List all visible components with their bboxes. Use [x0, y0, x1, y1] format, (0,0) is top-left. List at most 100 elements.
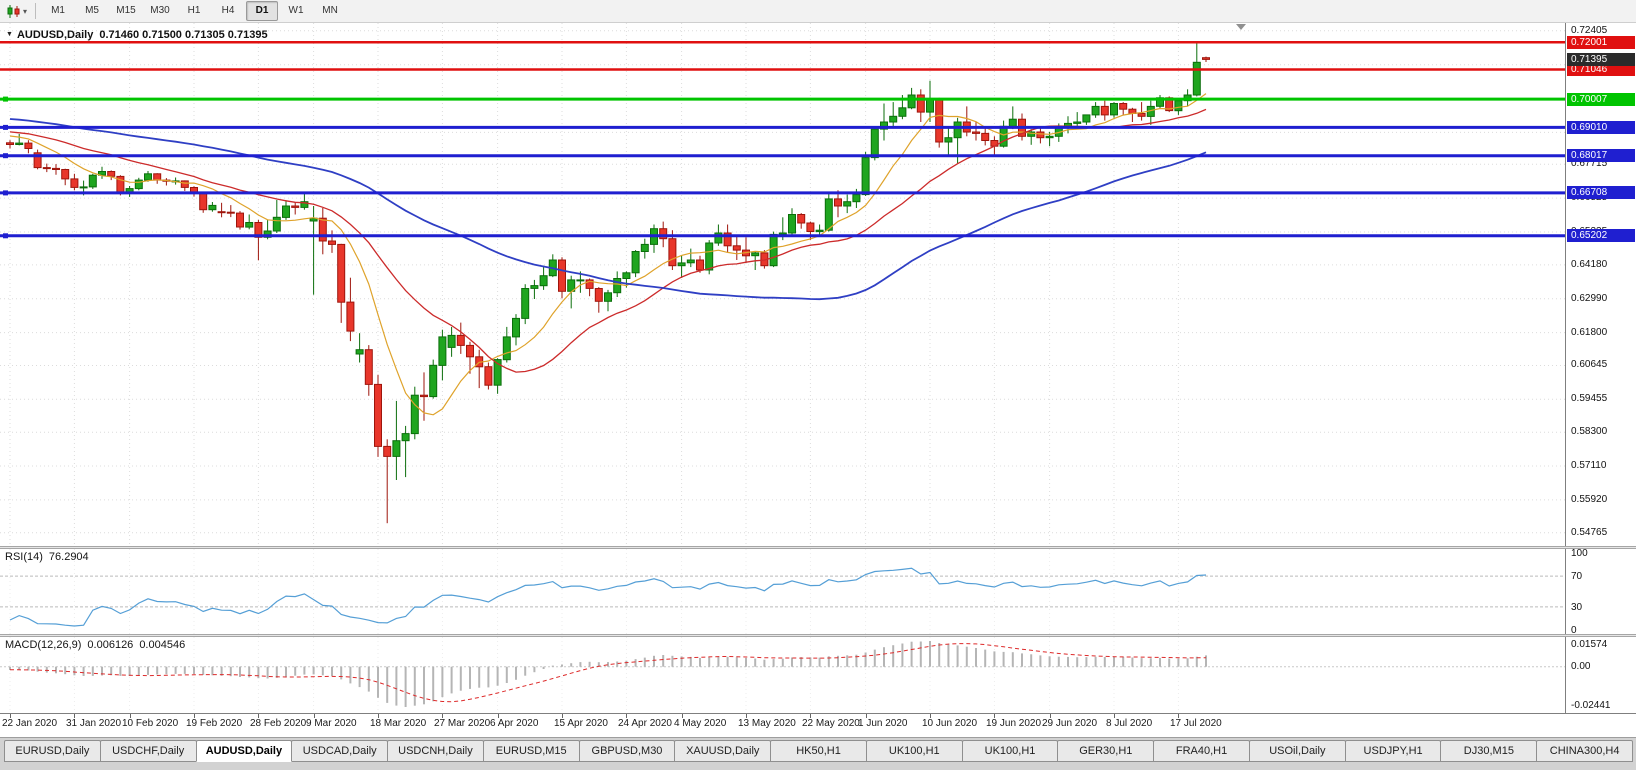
- timeframe-button-m1[interactable]: M1: [51, 5, 65, 16]
- candle-body: [374, 383, 382, 447]
- timeframe-button-h1[interactable]: H1: [187, 5, 201, 16]
- dropdown-caret-icon: ▾: [23, 6, 28, 16]
- time-tick-mark: [314, 714, 315, 718]
- candle-body: [282, 205, 290, 218]
- timeframe-button-mn[interactable]: MN: [322, 5, 338, 16]
- timeframe-button-h4[interactable]: H4: [221, 5, 235, 16]
- price-level-badge[interactable]: 0.65202: [1567, 229, 1635, 242]
- panel-separator[interactable]: [0, 634, 1636, 637]
- candle-body: [24, 142, 33, 149]
- candle-body: [1073, 121, 1082, 124]
- candle-body: [245, 222, 254, 228]
- ohlc-values-label: 0.71460 0.71500 0.71305 0.71395: [99, 29, 268, 41]
- candle-body: [512, 317, 520, 338]
- timeframes-group: M1 M5 M15 M30 H1 H4 D1 W1 MN: [41, 1, 347, 21]
- candle-body: [613, 278, 622, 294]
- price-tick-label: 0.58300: [1571, 426, 1608, 437]
- chart-tab-ger30-h1[interactable]: GER30,H1: [1057, 740, 1155, 762]
- chart-tab-usoil-daily[interactable]: USOil,Daily: [1248, 740, 1346, 762]
- rsi-axis[interactable]: 100 70 30 0: [1565, 548, 1636, 636]
- ma-mid-line: [9, 108, 1207, 373]
- time-tick-mark: [994, 714, 995, 718]
- macd-name: MACD(12,26,9): [5, 639, 82, 651]
- candle-body: [880, 121, 888, 130]
- price-level-badge[interactable]: 0.72001: [1567, 36, 1635, 49]
- candle-body: [364, 349, 373, 385]
- chart-tab-uk100-h1[interactable]: UK100,H1: [961, 740, 1059, 762]
- timeframe-button-m30[interactable]: M30: [150, 5, 170, 16]
- timeframe-button-m15[interactable]: M15: [116, 5, 136, 16]
- chart-tab-hk50-h1[interactable]: HK50,H1: [770, 740, 867, 762]
- time-axis-label: 6 Apr 2020: [490, 718, 539, 729]
- timeframe-button-w1[interactable]: W1: [288, 5, 304, 16]
- candle-body: [686, 259, 695, 264]
- chart-tab-usdcnh-daily[interactable]: USDCNH,Daily: [387, 740, 484, 762]
- candle-body: [420, 394, 428, 398]
- line-drag-handle[interactable]: [3, 190, 8, 196]
- time-axis[interactable]: 22 Jan 2020 31 Jan 2020 10 Feb 2020 19 Feb …: [0, 713, 1636, 737]
- time-tick-mark: [1114, 714, 1115, 718]
- chart-tab-xauusd-daily[interactable]: XAUUSD,Daily: [674, 740, 772, 762]
- candle-body: [1045, 135, 1054, 139]
- time-axis-label: 8 Jul 2020: [1106, 718, 1153, 729]
- time-tick-mark: [1050, 714, 1051, 718]
- candlestick-chart-icon: [7, 4, 20, 18]
- time-axis-label: 22 May 2020: [802, 718, 860, 729]
- candle-body: [953, 121, 962, 139]
- candle-body: [696, 259, 704, 271]
- line-drag-handle[interactable]: [3, 233, 8, 239]
- line-drag-handle[interactable]: [3, 124, 8, 130]
- time-axis-label: 19 Jun 2020: [986, 718, 1042, 729]
- timeframe-button-m5[interactable]: M5: [85, 5, 99, 16]
- candle-body: [751, 252, 760, 257]
- chart-tab-usdchf-daily[interactable]: USDCHF,Daily: [99, 740, 197, 762]
- time-tick-mark: [258, 714, 259, 718]
- chart-tab-fra40-h1[interactable]: FRA40,H1: [1153, 740, 1250, 762]
- chart-tab-china300-h4[interactable]: CHINA300,H4: [1536, 740, 1634, 762]
- candle-body: [42, 167, 51, 170]
- chart-tab-eurusd-m15[interactable]: EURUSD,M15: [482, 740, 580, 762]
- candle-body: [410, 394, 419, 435]
- price-axis[interactable]: 0.724050.712150.700250.688350.677150.665…: [1565, 23, 1636, 546]
- chart-tab-dj30-m15[interactable]: DJ30,M15: [1440, 740, 1538, 762]
- candle-body: [153, 173, 162, 181]
- price-tick-label: 0.67715: [1571, 158, 1608, 169]
- panel-separator[interactable]: [0, 546, 1636, 549]
- chart-tab-usdjpy-h1[interactable]: USDJPY,H1: [1344, 740, 1442, 762]
- chart-tab-usdcad-daily[interactable]: USDCAD,Daily: [291, 740, 389, 762]
- candle-body: [337, 243, 346, 303]
- price-level-badge[interactable]: 0.71046: [1567, 63, 1635, 76]
- rsi-panel[interactable]: [0, 549, 1565, 634]
- line-drag-handle[interactable]: [3, 153, 8, 159]
- candle-body: [438, 336, 447, 366]
- chart-tab-eurusd-daily[interactable]: EURUSD,Daily: [4, 740, 101, 762]
- candle-body: [604, 292, 612, 302]
- price-level-badge[interactable]: 0.66708: [1567, 186, 1635, 199]
- line-drag-handle[interactable]: [3, 96, 8, 102]
- candle-body: [1202, 57, 1210, 60]
- time-axis-label: 22 Jan 2020: [2, 718, 58, 729]
- price-level-badge[interactable]: 0.70007: [1567, 93, 1635, 106]
- timeframe-button-d1[interactable]: D1: [246, 1, 279, 21]
- macd-signal-value: 0.004546: [139, 639, 186, 651]
- charts-tool-button[interactable]: ▾: [3, 1, 30, 21]
- chart-tab-gbpusd-m30[interactable]: GBPUSD,M30: [578, 740, 676, 762]
- macd-panel[interactable]: [0, 637, 1565, 713]
- candle-body: [1008, 118, 1017, 127]
- candle-body: [429, 364, 438, 398]
- chart-tab-audusd-daily[interactable]: AUDUSD,Daily: [195, 740, 293, 762]
- chart-tab-uk100-h1[interactable]: UK100,H1: [865, 740, 963, 762]
- candle-body: [806, 222, 815, 232]
- candle-body: [705, 242, 714, 271]
- price-level-badge[interactable]: 0.69010: [1567, 121, 1635, 134]
- candle-body: [622, 272, 631, 280]
- candle-body: [272, 216, 281, 232]
- price-tick-label: 0.62990: [1571, 293, 1608, 304]
- current-price-badge[interactable]: 0.71395: [1567, 53, 1635, 66]
- main-price-chart[interactable]: [0, 23, 1565, 546]
- candle-body: [1100, 105, 1109, 116]
- macd-signal-line: [10, 643, 1207, 703]
- price-level-badge[interactable]: 0.68017: [1567, 149, 1635, 162]
- macd-axis[interactable]: 0.01574 0.00 -0.02441: [1565, 637, 1636, 713]
- candle-body: [870, 128, 879, 159]
